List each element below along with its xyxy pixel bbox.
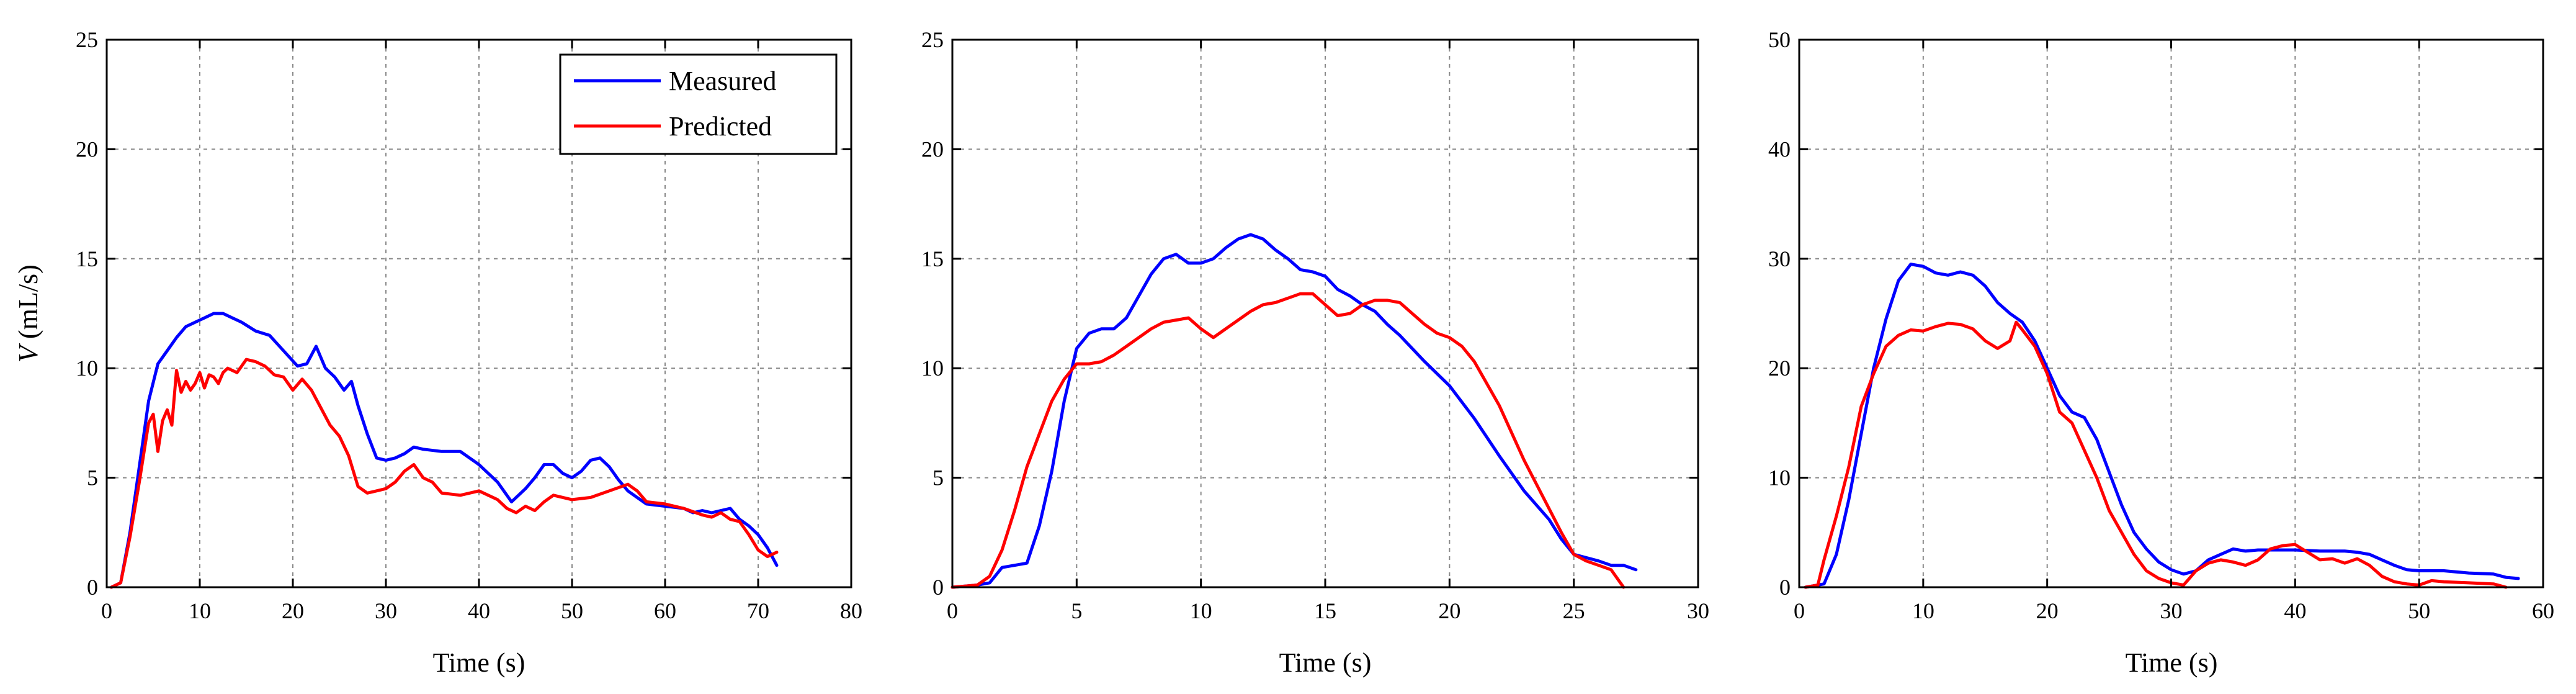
x-tick-label: 50	[561, 598, 583, 623]
y-tick-label: 25	[76, 27, 98, 52]
chart-panel-2: 0 5 10 15 20 25 30 0 5 10 15 20 25 Time (s)	[921, 27, 1709, 678]
x-tick-label: 20	[1438, 598, 1460, 623]
x-tick-label: 80	[840, 598, 862, 623]
series-group-2	[950, 233, 1638, 589]
x-tick-label: 30	[1687, 598, 1709, 623]
y-tick-label: 30	[1768, 246, 1791, 271]
y-tick-label: 20	[76, 137, 98, 161]
x-axis-label-2: Time (s)	[1279, 647, 1372, 678]
x-tick-label: 20	[282, 598, 304, 623]
y-axis-label-unit: (mL/s)	[13, 264, 43, 346]
x-tick-label: 40	[468, 598, 490, 623]
axis-ticks-3: 0 10 20 30 40 50 60 0 10 20 30 40 50	[1768, 27, 2554, 623]
legend-label-measured: Measured	[669, 66, 777, 96]
grid-lines-2	[952, 40, 1698, 587]
y-tick-label: 20	[921, 137, 944, 161]
series-line-predicted	[110, 358, 779, 589]
series-line-predicted	[950, 292, 1626, 589]
series-line-predicted	[1804, 320, 2508, 589]
y-tick-label: 5	[932, 466, 944, 490]
y-tick-label: 5	[87, 466, 98, 490]
series-line-measured	[110, 312, 779, 589]
x-tick-label: 15	[1314, 598, 1336, 623]
legend-box	[559, 53, 838, 155]
y-tick-label: 10	[1768, 466, 1791, 490]
x-tick-label: 60	[2532, 598, 2554, 623]
series-group-1	[110, 312, 779, 589]
x-tick-label: 25	[1563, 598, 1585, 623]
y-tick-label: 10	[921, 356, 944, 381]
y-tick-label: 0	[1779, 575, 1791, 600]
x-tick-label: 0	[947, 598, 958, 623]
axis-ticks-1: 0 10 20 30 40 50 60 70 80 0 5 10 15 20 25	[76, 27, 862, 623]
x-axis-label-1: Time (s)	[433, 647, 525, 678]
x-tick-label: 60	[654, 598, 676, 623]
chart-panel-1: V (mL/s) 0 10 20 30 40 50 60 70 80 0 5 10 15 20 25 Mea…	[13, 27, 862, 678]
x-tick-label: 5	[1071, 598, 1082, 623]
legend: Measured Predicted	[559, 53, 838, 155]
x-tick-label: 10	[189, 598, 211, 623]
y-tick-label: 20	[1768, 356, 1791, 381]
x-tick-label: 30	[2160, 598, 2183, 623]
y-tick-label: 15	[76, 246, 98, 271]
x-tick-label: 0	[1794, 598, 1805, 623]
y-axis-label-1: V (mL/s)	[13, 264, 43, 363]
chart-panel-3: 0 10 20 30 40 50 60 0 10 20 30 40 50 Time (s)	[1768, 27, 2554, 678]
x-tick-label: 50	[2408, 598, 2430, 623]
y-axis-label-var: V	[13, 343, 43, 363]
grid-lines-3	[1799, 40, 2543, 587]
x-tick-label: 40	[2284, 598, 2306, 623]
y-tick-label: 10	[76, 356, 98, 381]
x-tick-label: 10	[1912, 598, 1934, 623]
y-tick-label: 40	[1768, 137, 1791, 161]
y-tick-label: 15	[921, 246, 944, 271]
series-group-3	[1804, 263, 2520, 589]
legend-label-predicted: Predicted	[669, 111, 772, 142]
x-tick-label: 10	[1190, 598, 1212, 623]
y-tick-label: 0	[87, 575, 98, 600]
x-axis-label-3: Time (s)	[2126, 647, 2218, 678]
x-tick-label: 30	[375, 598, 397, 623]
y-tick-label: 50	[1768, 27, 1791, 52]
y-tick-label: 0	[932, 575, 944, 600]
x-tick-label: 0	[101, 598, 112, 623]
axis-ticks-2: 0 5 10 15 20 25 30 0 5 10 15 20 25	[921, 27, 1709, 623]
x-tick-label: 70	[747, 598, 769, 623]
x-tick-label: 20	[2036, 598, 2059, 623]
series-line-measured	[1804, 263, 2520, 589]
series-line-measured	[950, 233, 1638, 589]
y-tick-label: 25	[921, 27, 944, 52]
